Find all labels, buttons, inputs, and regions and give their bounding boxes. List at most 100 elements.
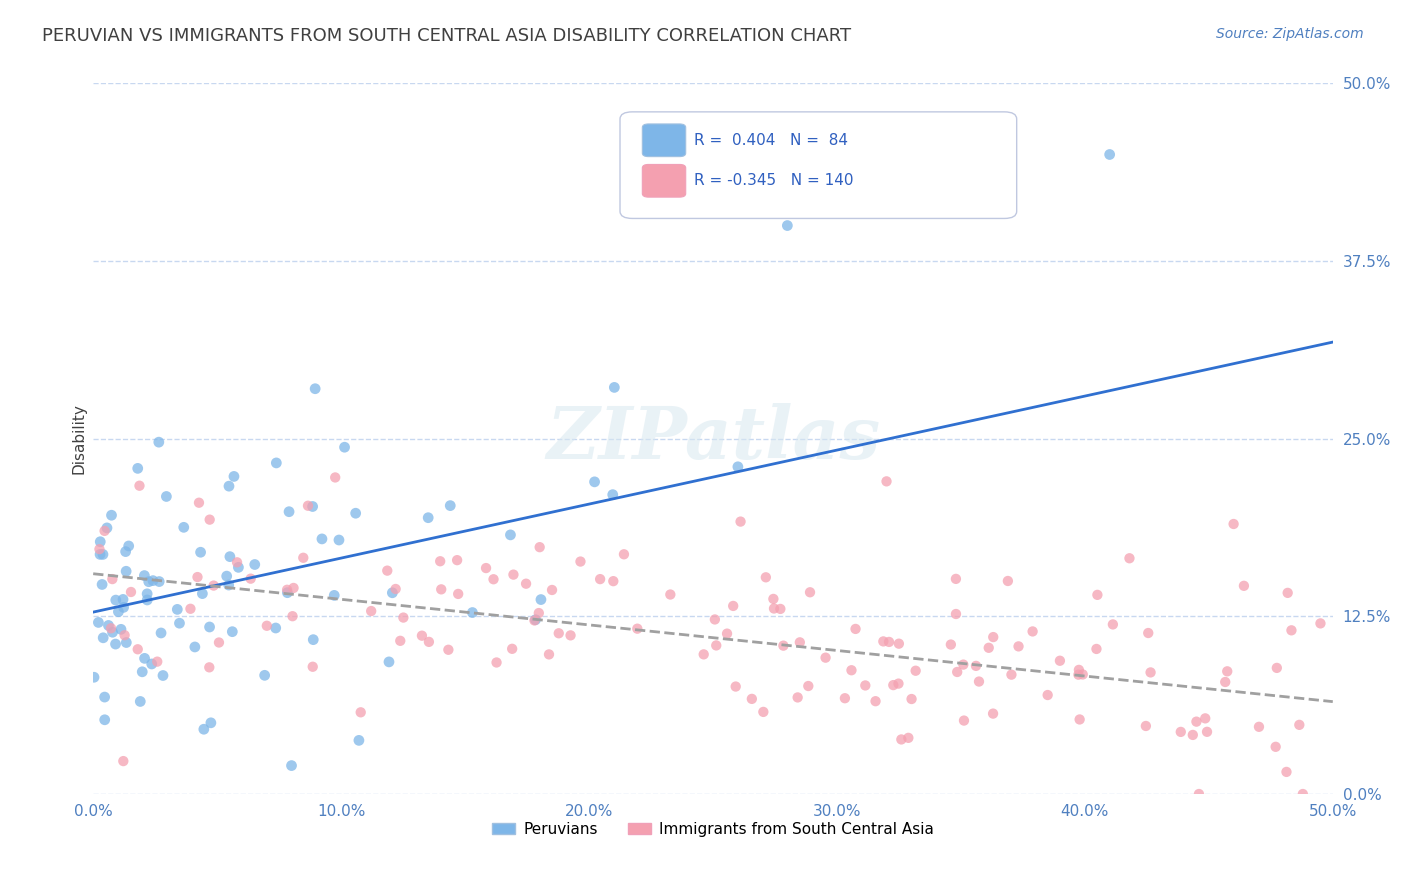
Immigrants from South Central Asia [703,612,725,626]
Immigrants from South Central Asia [1067,663,1090,677]
Immigrants from South Central Asia [226,555,249,569]
Peruvians [253,668,276,682]
Immigrants from South Central Asia [437,642,460,657]
Immigrants from South Central Asia [100,621,122,635]
Immigrants from South Central Asia [1000,667,1022,681]
Peruvians [91,631,114,645]
Peruvians [218,479,240,493]
Immigrants from South Central Asia [1181,728,1204,742]
Peruvians [323,588,346,602]
Peruvians [148,435,170,450]
Immigrants from South Central Asia [786,690,808,705]
Immigrants from South Central Asia [375,564,398,578]
Immigrants from South Central Asia [502,567,524,582]
Peruvians [150,626,173,640]
Peruvians [155,490,177,504]
FancyBboxPatch shape [643,124,686,157]
Peruvians [89,534,111,549]
Immigrants from South Central Asia [659,588,682,602]
Peruvians [169,616,191,631]
Immigrants from South Central Asia [101,572,124,586]
Peruvians [311,532,333,546]
Peruvians [243,558,266,572]
Immigrants from South Central Asia [762,591,785,606]
Immigrants from South Central Asia [952,657,974,672]
Peruvians [136,587,159,601]
Immigrants from South Central Asia [939,638,962,652]
Immigrants from South Central Asia [389,633,412,648]
Peruvians [530,592,553,607]
Immigrants from South Central Asia [411,629,433,643]
Immigrants from South Central Asia [1069,713,1091,727]
Peruvians [83,670,105,684]
Immigrants from South Central Asia [418,635,440,649]
Immigrants from South Central Asia [752,705,775,719]
Peruvians [114,544,136,558]
Immigrants from South Central Asia [446,553,468,567]
Peruvians [101,625,124,640]
Peruvians [142,574,165,588]
Immigrants from South Central Asia [1247,720,1270,734]
Peruvians [264,621,287,635]
Immigrants from South Central Asia [1233,579,1256,593]
Peruvians [333,440,356,454]
Peruvians [602,488,624,502]
Immigrants from South Central Asia [1194,711,1216,725]
Immigrants from South Central Asia [724,680,747,694]
Peruvians [603,380,626,394]
Immigrants from South Central Asia [1085,642,1108,657]
Immigrants from South Central Asia [762,601,785,615]
Peruvians [184,640,207,654]
Immigrants from South Central Asia [769,602,792,616]
Immigrants from South Central Asia [946,665,969,679]
Immigrants from South Central Asia [1213,675,1236,690]
Immigrants from South Central Asia [239,572,262,586]
Peruvians [190,545,212,559]
FancyBboxPatch shape [620,112,1017,219]
Immigrants from South Central Asia [1021,624,1043,639]
Immigrants from South Central Asia [1137,626,1160,640]
Immigrants from South Central Asia [1265,661,1288,675]
Peruvians [583,475,606,489]
Immigrants from South Central Asia [965,658,987,673]
Immigrants from South Central Asia [721,599,744,613]
Peruvians [93,713,115,727]
Immigrants from South Central Asia [256,619,278,633]
Immigrants from South Central Asia [1292,787,1315,801]
Immigrants from South Central Asia [537,648,560,662]
Immigrants from South Central Asia [198,660,221,674]
Immigrants from South Central Asia [716,626,738,640]
Peruvians [727,459,749,474]
Immigrants from South Central Asia [112,754,135,768]
Immigrants from South Central Asia [198,513,221,527]
Immigrants from South Central Asia [704,639,727,653]
Immigrants from South Central Asia [208,635,231,649]
Peruvians [276,585,298,599]
Immigrants from South Central Asia [179,601,201,615]
Peruvians [524,613,547,627]
Immigrants from South Central Asia [981,706,1004,721]
Immigrants from South Central Asia [872,634,894,648]
Immigrants from South Central Asia [887,637,910,651]
Text: R =  0.404   N =  84: R = 0.404 N = 84 [695,133,848,148]
Immigrants from South Central Asia [1264,739,1286,754]
Immigrants from South Central Asia [1139,665,1161,680]
Peruvians [131,665,153,679]
Immigrants from South Central Asia [1135,719,1157,733]
Immigrants from South Central Asia [523,614,546,628]
Peruvians [91,577,114,591]
Immigrants from South Central Asia [350,706,373,720]
Immigrants from South Central Asia [384,582,406,596]
Immigrants from South Central Asia [1071,667,1094,681]
Peruvians [112,592,135,607]
Immigrants from South Central Asia [626,622,648,636]
Immigrants from South Central Asia [1087,588,1109,602]
Immigrants from South Central Asia [560,628,582,642]
Immigrants from South Central Asia [93,524,115,538]
Immigrants from South Central Asia [482,572,505,586]
Peruvians [218,578,240,592]
Immigrants from South Central Asia [1188,787,1211,801]
Immigrants from South Central Asia [844,622,866,636]
Immigrants from South Central Asia [814,650,837,665]
Immigrants from South Central Asia [1288,718,1310,732]
